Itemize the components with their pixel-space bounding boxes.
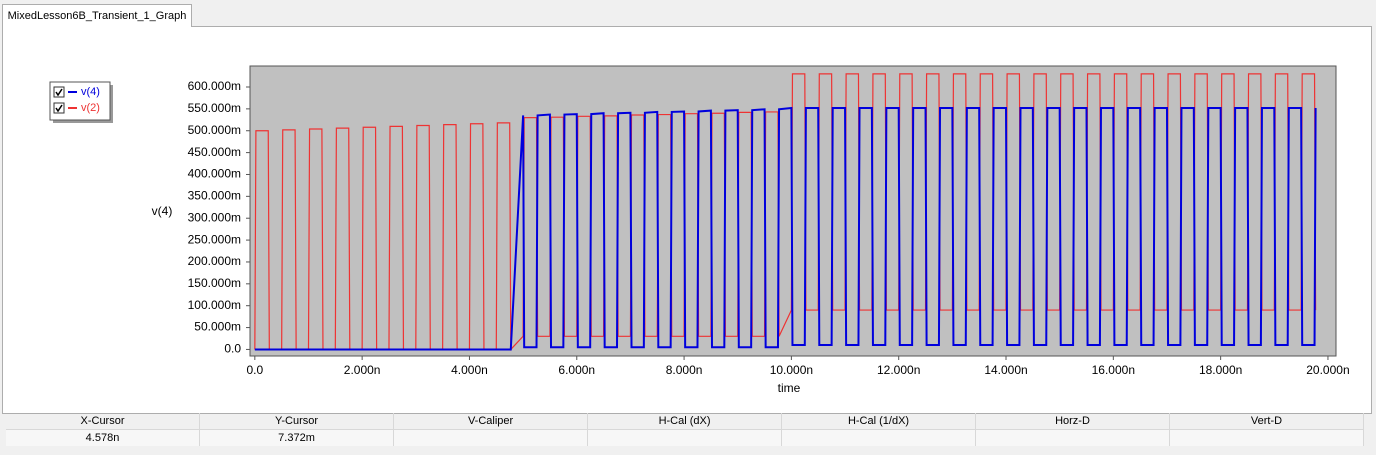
status-header: Y-Cursor [199, 413, 395, 430]
x-tick-label: 20.000n [1306, 363, 1349, 377]
status-value [587, 429, 783, 446]
x-tick-label: 0.0 [246, 363, 263, 377]
y-tick-label: 50.000m [194, 320, 241, 334]
x-tick-label: 18.000n [1199, 363, 1242, 377]
y-tick-label: 500.000m [188, 123, 241, 137]
x-tick-label: 10.000n [770, 363, 813, 377]
y-axis-label: v(4) [152, 204, 173, 218]
y-tick-label: 400.000m [188, 167, 241, 181]
status-value: 7.372m [199, 429, 395, 446]
y-tick-label: 600.000m [188, 79, 241, 93]
tab[interactable]: MixedLesson6B_Transient_1_Graph [2, 4, 192, 27]
status-value [393, 429, 589, 446]
status-header: Vert-D [1169, 413, 1364, 430]
x-tick-label: 6.000n [558, 363, 595, 377]
y-tick-label: 450.000m [188, 145, 241, 159]
y-tick-label: 150.000m [188, 276, 241, 290]
status-header: H-Cal (dX) [587, 413, 783, 430]
x-tick-label: 12.000n [877, 363, 920, 377]
x-tick-label: 2.000n [344, 363, 381, 377]
legend-label: v(4) [81, 86, 100, 98]
y-tick-label: 550.000m [188, 101, 241, 115]
y-tick-label: 300.000m [188, 210, 241, 224]
x-tick-label: 16.000n [1092, 363, 1135, 377]
y-tick-label: 0.0 [224, 342, 241, 356]
x-axis-label: time [778, 381, 801, 395]
y-tick-label: 350.000m [188, 189, 241, 203]
x-tick-label: 8.000n [666, 363, 703, 377]
status-header: V-Caliper [393, 413, 589, 430]
y-tick-label: 100.000m [188, 298, 241, 312]
legend-checkbox[interactable] [53, 86, 65, 98]
legend-check [55, 88, 63, 97]
status-value: 4.578n [6, 429, 201, 446]
status-value [1169, 429, 1364, 446]
status-table: X-Cursor Y-Cursor V-Caliper H-Cal (dX) H-Cal… [6, 413, 1364, 446]
y-tick-label: 200.000m [188, 254, 241, 268]
legend-check [55, 104, 63, 113]
status-header: X-Cursor [6, 413, 201, 430]
legend-label: v(2) [81, 102, 100, 114]
legend-checkbox[interactable] [53, 102, 65, 114]
series-line [254, 106, 1317, 351]
chart: time v(4) 0.0 50.000m 100.000m 150.000m 200.… [49, 65, 1350, 395]
status-value [975, 429, 1170, 446]
x-tick-label: 4.000n [451, 363, 488, 377]
x-tick-label: 14.000n [984, 363, 1027, 377]
status-value [781, 429, 977, 446]
y-tick-label: 250.000m [188, 232, 241, 246]
status-header: Horz-D [975, 413, 1170, 430]
status-header: H-Cal (1/dX) [781, 413, 977, 430]
